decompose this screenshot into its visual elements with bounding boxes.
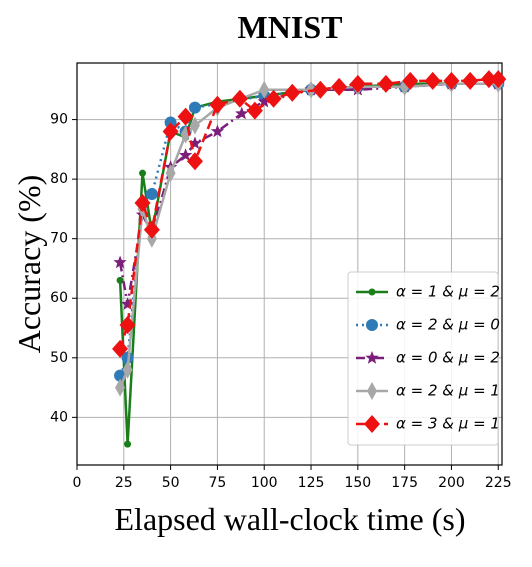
marker: [490, 70, 507, 89]
x-tick-label: 75: [209, 475, 227, 491]
marker: [145, 188, 158, 201]
series-line: [118, 82, 499, 445]
marker: [189, 116, 200, 135]
legend-label: α = 0 & μ = 2: [396, 349, 500, 367]
marker: [178, 148, 193, 161]
y-tick-label: 90: [50, 112, 68, 128]
legend-label: α = 3 & μ = 1: [396, 415, 500, 433]
legend-marker: [366, 319, 378, 331]
marker: [259, 80, 270, 99]
y-axis-label: Accuracy (%): [11, 175, 47, 354]
marker: [210, 124, 225, 138]
marker: [246, 101, 263, 120]
marker: [186, 152, 203, 171]
marker: [265, 89, 282, 108]
x-tick-label: 225: [485, 475, 512, 491]
y-tick-label: 40: [50, 409, 68, 425]
series: [112, 70, 507, 358]
marker: [143, 220, 160, 239]
y-tick-label: 60: [50, 290, 68, 306]
marker: [462, 71, 479, 90]
y-tick-label: 80: [50, 171, 68, 187]
legend-box: [347, 271, 499, 446]
marker: [257, 94, 271, 108]
marker: [443, 71, 460, 90]
x-tick-label: 200: [438, 475, 465, 491]
legend-marker: [365, 351, 379, 364]
marker: [113, 255, 127, 269]
legend-label: α = 1 & μ = 2: [396, 283, 500, 301]
marker: [284, 83, 301, 102]
marker: [231, 89, 248, 108]
marker: [209, 95, 226, 114]
x-tick-label: 0: [73, 475, 82, 491]
series-line: [118, 77, 499, 350]
marker: [124, 440, 132, 448]
legend-label: α = 2 & μ = 1: [396, 382, 500, 400]
marker: [120, 297, 135, 310]
marker: [331, 77, 348, 96]
marker: [377, 74, 394, 93]
marker: [480, 70, 497, 89]
x-tick-label: 125: [298, 475, 325, 491]
legend: α = 1 & μ = 2 α = 2 & μ = 0 α = 0 & μ = 2 α…: [347, 271, 500, 446]
legend-label: α = 2 & μ = 0: [396, 316, 500, 334]
marker: [177, 107, 194, 126]
plot-frame: [76, 62, 503, 466]
marker: [116, 276, 124, 284]
marker: [139, 169, 147, 177]
marker: [188, 136, 202, 150]
x-tick-label: 175: [391, 475, 418, 491]
legend-marker: [368, 288, 376, 296]
marker: [424, 71, 441, 90]
x-tick-label: 100: [251, 475, 278, 491]
marker: [112, 339, 129, 358]
x-tick-label: 150: [344, 475, 371, 491]
marker: [235, 106, 249, 120]
marker: [165, 164, 176, 183]
marker: [349, 74, 366, 93]
legend-marker: [364, 415, 380, 433]
chart-title: MNIST: [238, 9, 343, 45]
marker: [134, 193, 151, 212]
marker: [122, 360, 133, 379]
marker: [119, 316, 136, 335]
marker: [115, 378, 126, 397]
y-tick-label: 70: [50, 231, 68, 247]
marker: [312, 80, 329, 99]
x-axis-label: Elapsed wall-clock time (s): [115, 501, 466, 537]
marker: [180, 125, 191, 144]
marker: [402, 71, 419, 90]
y-tick-label: 50: [50, 350, 68, 366]
marker: [162, 122, 179, 141]
series-line: [118, 82, 499, 305]
x-tick-label: 50: [162, 475, 180, 491]
legend-marker: [367, 382, 377, 400]
x-tick-label: 25: [115, 475, 133, 491]
marker: [188, 101, 201, 114]
